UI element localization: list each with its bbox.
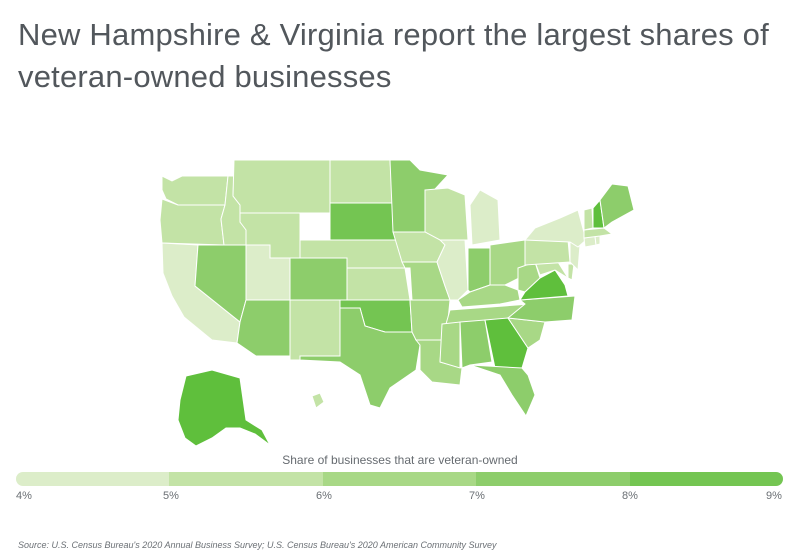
- legend-bin-3: [476, 472, 630, 486]
- state-new-york: [523, 209, 587, 248]
- state-florida: [469, 364, 536, 418]
- state-hawaii: [311, 392, 325, 409]
- state-vermont: [583, 207, 594, 231]
- state-oregon: [159, 198, 226, 246]
- legend-tick-3: 7%: [469, 490, 485, 502]
- page-title: New Hampshire & Virginia report the larg…: [18, 17, 769, 94]
- legend-tick-5: 9%: [766, 490, 782, 502]
- legend-tick-4: 8%: [622, 490, 638, 502]
- state-mississippi: [439, 321, 461, 369]
- state-washington: [161, 175, 229, 206]
- state-wisconsin: [424, 187, 469, 241]
- legend-tick-1: 5%: [163, 490, 179, 502]
- state-south-dakota: [329, 202, 397, 241]
- state-indiana: [467, 247, 491, 293]
- state-montana: [232, 159, 331, 214]
- state-illinois: [436, 239, 469, 301]
- state-rhode-island: [594, 235, 601, 246]
- state-pennsylvania: [524, 239, 571, 266]
- source-note: Source: U.S. Census Bureau's 2020 Annual…: [18, 540, 497, 550]
- state-georgia: [484, 317, 529, 369]
- legend-title: Share of businesses that are veteran-own…: [282, 453, 518, 467]
- state-colorado: [289, 257, 348, 301]
- state-alaska: [177, 369, 271, 447]
- state-texas: [299, 307, 421, 409]
- state-alabama: [459, 319, 493, 369]
- state-ohio: [489, 239, 526, 286]
- state-north-dakota: [329, 159, 394, 204]
- legend-bin-1: [169, 472, 323, 486]
- state-delaware: [567, 263, 575, 281]
- legend-bin-2: [322, 472, 477, 486]
- state-north-carolina: [506, 295, 576, 323]
- state-michigan: [469, 189, 501, 246]
- state-arizona: [236, 299, 291, 357]
- legend-color-scale: [16, 472, 783, 486]
- state-new-mexico: [289, 299, 341, 361]
- legend-bin-4: [629, 472, 783, 486]
- state-kansas: [346, 267, 411, 301]
- state-maine: [599, 183, 635, 229]
- legend-tick-0: 4%: [16, 490, 32, 502]
- legend-bin-0: [16, 472, 170, 486]
- legend-tick-2: 6%: [316, 490, 332, 502]
